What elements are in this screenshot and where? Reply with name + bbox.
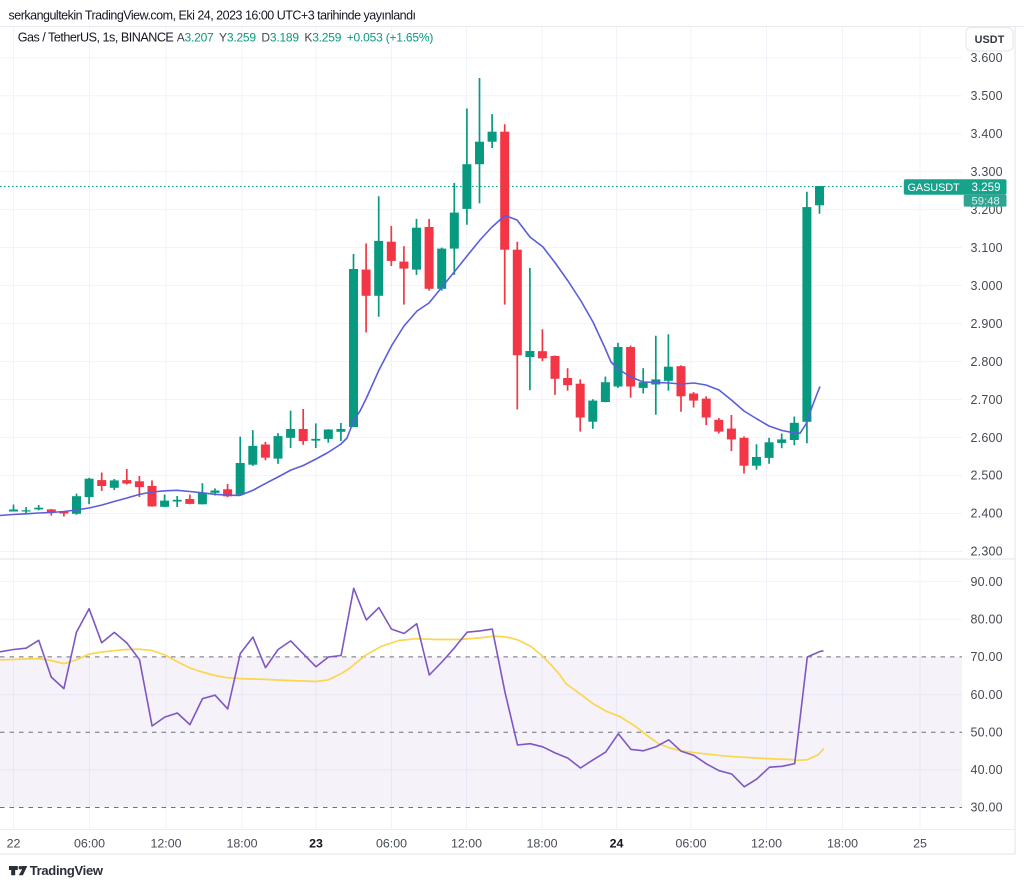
svg-text:Gas / TetherUS, 1s, BINANCE: Gas / TetherUS, 1s, BINANCE — [18, 30, 174, 44]
svg-text:30.00: 30.00 — [971, 801, 1003, 815]
svg-text:2.300: 2.300 — [971, 545, 1003, 559]
svg-text:3.300: 3.300 — [971, 165, 1003, 179]
svg-text:80.00: 80.00 — [971, 613, 1003, 627]
svg-text:59:48: 59:48 — [972, 196, 1000, 208]
svg-text:2.600: 2.600 — [971, 431, 1003, 445]
svg-text:2.800: 2.800 — [971, 355, 1003, 369]
svg-text:06:00: 06:00 — [675, 837, 706, 851]
svg-text:06:00: 06:00 — [376, 837, 407, 851]
svg-text:12:00: 12:00 — [451, 837, 482, 851]
svg-text:60.00: 60.00 — [971, 688, 1003, 702]
svg-text:70.00: 70.00 — [971, 650, 1003, 664]
svg-text:2.900: 2.900 — [971, 317, 1003, 331]
svg-text:40.00: 40.00 — [971, 763, 1003, 777]
svg-text:3.600: 3.600 — [971, 51, 1003, 65]
svg-text:90.00: 90.00 — [971, 575, 1003, 589]
svg-text:50.00: 50.00 — [971, 725, 1003, 739]
svg-text:USDT: USDT — [975, 34, 1005, 46]
svg-text:GASUSDT: GASUSDT — [908, 182, 961, 194]
svg-text:TradingView: TradingView — [30, 863, 104, 878]
svg-text:18:00: 18:00 — [827, 837, 858, 851]
svg-text:12:00: 12:00 — [751, 837, 782, 851]
svg-text:3.400: 3.400 — [971, 127, 1003, 141]
svg-text:3.259: 3.259 — [972, 181, 1001, 194]
svg-text:3.100: 3.100 — [971, 241, 1003, 255]
svg-text:25: 25 — [913, 837, 927, 851]
svg-text:2.400: 2.400 — [971, 507, 1003, 521]
svg-text:22: 22 — [7, 837, 21, 851]
svg-text:12:00: 12:00 — [150, 837, 181, 851]
svg-text:06:00: 06:00 — [74, 837, 105, 851]
svg-text:18:00: 18:00 — [526, 837, 557, 851]
svg-text:3.000: 3.000 — [971, 279, 1003, 293]
svg-text:2.500: 2.500 — [971, 469, 1003, 483]
svg-text:18:00: 18:00 — [226, 837, 257, 851]
svg-text:2.700: 2.700 — [971, 393, 1003, 407]
svg-text:3.500: 3.500 — [971, 89, 1003, 103]
svg-text:24: 24 — [610, 837, 624, 851]
svg-text:23: 23 — [309, 837, 323, 851]
svg-text:serkangultekin TradingView.com: serkangultekin TradingView.com, Eki 24, … — [9, 9, 416, 23]
